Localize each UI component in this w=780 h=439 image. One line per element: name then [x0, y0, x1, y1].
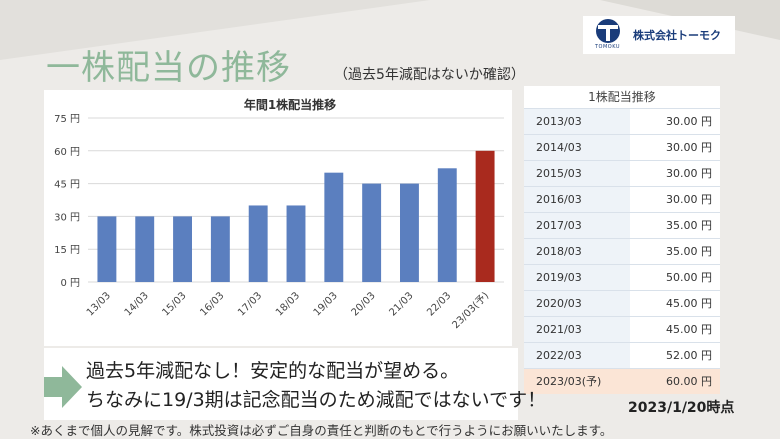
chart-canvas: 年間1株配当推移 0 円 15 円 30 円 45 円 60 円 75 円 13/03 14/…: [54, 97, 504, 332]
table-year-cell: 2020/03: [524, 291, 630, 316]
arrow-right-icon: [44, 366, 82, 408]
callout-box: [44, 348, 518, 420]
table-year-cell: 2014/03: [524, 135, 630, 160]
bar: [400, 183, 419, 282]
x-tick-label: 23/03(予): [450, 290, 492, 332]
table-value-cell: 30.00 円: [666, 193, 712, 206]
table-year-cell: 2018/03: [524, 239, 630, 264]
table-row: 2019/03 50.00 円: [524, 264, 720, 290]
table-row: 2023/03(予) 60.00 円: [524, 368, 720, 394]
table-value-cell: 35.00 円: [666, 245, 712, 258]
y-tick-label: 75 円: [54, 114, 80, 125]
y-tick-label: 45 円: [54, 180, 80, 191]
x-tick-label: 20/03: [350, 290, 378, 318]
table-row: 2013/03 30.00 円: [524, 108, 720, 134]
table-row: 2016/03 30.00 円: [524, 186, 720, 212]
table-row: 2020/03 45.00 円: [524, 290, 720, 316]
y-tick-label: 30 円: [54, 212, 80, 223]
table-value-cell: 30.00 円: [666, 141, 712, 154]
callout-line-1: 過去5年減配なし！安定的な配当が望める。: [86, 360, 460, 382]
bar: [97, 216, 117, 282]
page-title: 一株配当の推移: [46, 48, 291, 88]
x-tick-label: 19/03: [312, 290, 340, 318]
bar: [210, 216, 230, 282]
y-tick-label: 15 円: [54, 245, 80, 256]
table-row: 2022/03 52.00 円: [524, 342, 720, 368]
bar: [324, 172, 344, 282]
x-tick-label: 13/03: [85, 290, 113, 318]
logo-sub-text: TOMOKU: [595, 44, 621, 50]
chart-title: 年間1株配当推移: [244, 97, 336, 112]
table-value-cell: 45.00 円: [666, 297, 712, 310]
bar: [362, 183, 382, 282]
x-tick-label: 17/03: [236, 290, 264, 318]
logo-mark-icon: TOMOKU: [591, 18, 625, 52]
dividend-table: 1株配当推移 2013/03 30.00 円 2014/03 30.00 円 2015/…: [524, 86, 720, 394]
table-year-cell: 2017/03: [524, 213, 630, 238]
table-row: 2014/03 30.00 円: [524, 134, 720, 160]
table-title: 1株配当推移: [588, 90, 656, 104]
bar: [475, 150, 495, 282]
table-year-cell: 2015/03: [524, 161, 630, 186]
x-tick-label: 16/03: [198, 290, 226, 318]
bar: [173, 216, 192, 282]
logo-company-name: 株式会社トーモク: [633, 29, 721, 42]
table-row: 2021/03 45.00 円: [524, 316, 720, 342]
table-value-cell: 30.00 円: [666, 167, 712, 180]
table-value-cell: 60.00 円: [630, 369, 720, 394]
x-tick-label: 22/03: [425, 290, 453, 318]
x-tick-label: 15/03: [161, 290, 189, 318]
bar: [437, 168, 457, 282]
callout-line-2: ちなみに19/3期は記念配当のため減配ではないです！: [86, 389, 547, 411]
bar: [248, 205, 268, 282]
table-value-cell: 45.00 円: [666, 323, 712, 336]
table-year-cell: 2021/03: [524, 317, 630, 342]
x-tick-label: 21/03: [387, 290, 415, 318]
table-year-cell: 2013/03: [524, 109, 630, 134]
dividend-chart: 年間1株配当推移 0 円 15 円 30 円 45 円 60 円 75 円 13/03 14/…: [44, 90, 512, 346]
bar: [286, 205, 306, 282]
x-tick-label: 14/03: [123, 290, 151, 318]
page-subtitle: （過去5年減配はないか確認）: [334, 67, 525, 83]
company-logo: TOMOKU 株式会社トーモク: [583, 16, 735, 54]
table-value-cell: 50.00 円: [666, 271, 712, 284]
table-row: 2017/03 35.00 円: [524, 212, 720, 238]
table-body: 2013/03 30.00 円 2014/03 30.00 円 2015/03 30.00…: [524, 108, 720, 394]
table-row: 2018/03 35.00 円: [524, 238, 720, 264]
y-tick-label: 60 円: [54, 147, 80, 158]
table-year-cell: 2016/03: [524, 187, 630, 212]
table-row: 2015/03 30.00 円: [524, 160, 720, 186]
bar: [135, 216, 155, 282]
table-value-cell: 30.00 円: [666, 115, 712, 128]
table-value-cell: 52.00 円: [666, 349, 712, 362]
as-of-date: 2023/1/20時点: [628, 400, 735, 416]
table-year-cell: 2023/03(予): [524, 369, 630, 394]
disclaimer-text: ※あくまで個人の見解です。株式投資は必ずご自身の責任と判断のもとで行うようにお願…: [30, 423, 613, 438]
x-tick-label: 18/03: [274, 290, 302, 318]
table-year-cell: 2019/03: [524, 265, 630, 290]
table-year-cell: 2022/03: [524, 343, 630, 368]
table-value-cell: 35.00 円: [666, 219, 712, 232]
y-tick-label: 0 円: [60, 278, 80, 289]
